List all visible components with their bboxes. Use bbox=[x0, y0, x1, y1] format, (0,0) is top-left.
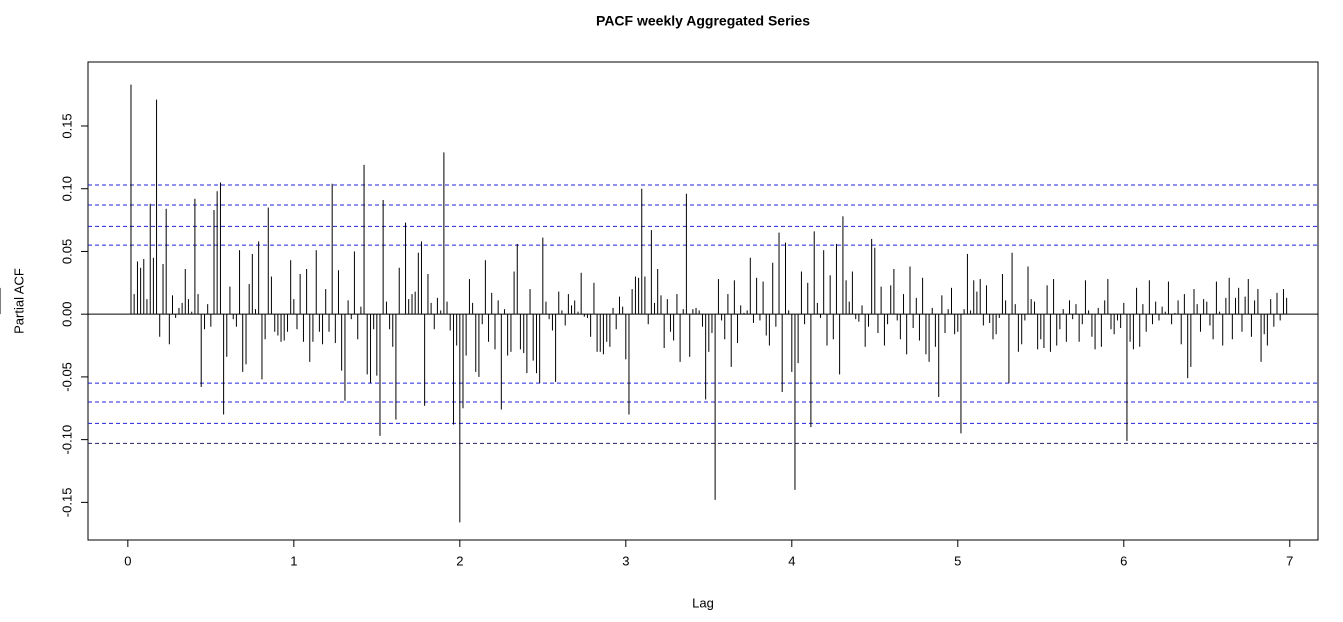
x-tick-label: 0 bbox=[124, 553, 131, 568]
x-tick-label: 3 bbox=[622, 553, 629, 568]
y-tick-label: 0.15 bbox=[59, 113, 74, 138]
x-tick-label: 7 bbox=[1286, 553, 1293, 568]
y-tick-label: 0.10 bbox=[59, 176, 74, 201]
x-tick-label: 6 bbox=[1120, 553, 1127, 568]
y-tick-label: 0.00 bbox=[59, 302, 74, 327]
y-tick-label: -0.05 bbox=[59, 362, 74, 392]
x-tick-label: 2 bbox=[456, 553, 463, 568]
chart-title: PACF weekly Aggregated Series bbox=[596, 13, 810, 29]
y-axis-label: Partial ACF bbox=[11, 268, 26, 334]
y-tick-label: 0.05 bbox=[59, 239, 74, 264]
x-tick-label: 4 bbox=[788, 553, 795, 568]
y-tick-label: -0.10 bbox=[59, 425, 74, 455]
y-tick-label: -0.15 bbox=[59, 488, 74, 518]
x-tick-label: 5 bbox=[954, 553, 961, 568]
plot-frame bbox=[87, 61, 1319, 541]
x-axis-label: Lag bbox=[692, 595, 714, 610]
x-tick-label: 1 bbox=[290, 553, 297, 568]
